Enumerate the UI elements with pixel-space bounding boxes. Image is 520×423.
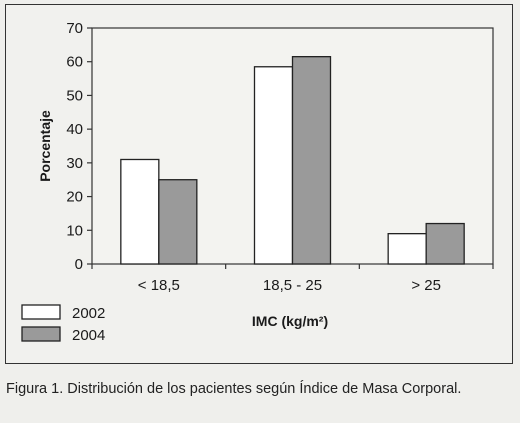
y-axis-title: Porcentaje bbox=[37, 110, 53, 182]
x-category-label: < 18,5 bbox=[138, 277, 180, 294]
figure-caption: Figura 1. Distribución de los pacientes … bbox=[6, 381, 462, 397]
y-tick-label: 20 bbox=[66, 189, 83, 206]
bars bbox=[120, 56, 465, 265]
y-tick-label: 30 bbox=[66, 155, 83, 172]
bar-2002 bbox=[387, 233, 427, 265]
x-axis-title: IMC (kg/m²) bbox=[252, 313, 328, 329]
bar-2004 bbox=[291, 56, 332, 265]
legend: 2002 2004 bbox=[21, 304, 105, 344]
y-tick-label: 50 bbox=[66, 87, 83, 104]
legend-swatch-2002 bbox=[21, 304, 61, 320]
x-category-label: 18,5 - 25 bbox=[263, 277, 322, 294]
bar-2004 bbox=[158, 179, 198, 265]
legend-label-2004: 2004 bbox=[72, 327, 105, 344]
y-tick-label: 0 bbox=[75, 256, 83, 273]
bar-chart: 0 10 20 30 40 50 60 70 < 18,5 18,5 - 25 > 25 Porc… bbox=[21, 20, 494, 344]
y-axis-ticks: 0 10 20 30 40 50 60 70 bbox=[66, 20, 92, 273]
bar-2002 bbox=[253, 66, 294, 265]
legend-label-2002: 2002 bbox=[72, 305, 105, 322]
x-axis-ticks: < 18,5 18,5 - 25 > 25 bbox=[91, 264, 494, 294]
y-tick-label: 70 bbox=[66, 20, 83, 37]
y-tick-label: 10 bbox=[66, 222, 83, 239]
x-category-label: > 25 bbox=[411, 277, 441, 294]
legend-swatch-2004 bbox=[21, 326, 61, 342]
bar-2004 bbox=[425, 222, 465, 265]
y-tick-label: 40 bbox=[66, 121, 83, 138]
y-tick-label: 60 bbox=[66, 54, 83, 71]
bar-2002 bbox=[120, 158, 160, 265]
